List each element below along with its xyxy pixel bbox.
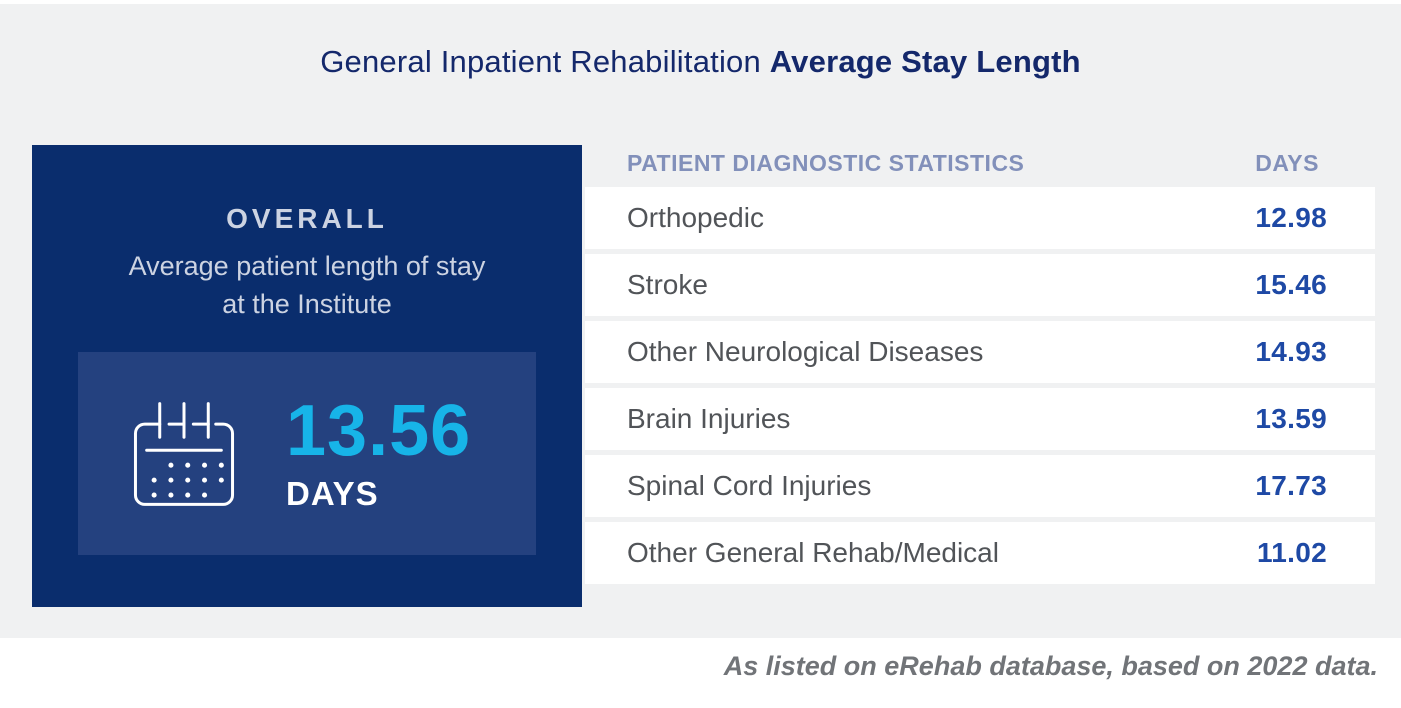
row-label: Spinal Cord Injuries — [627, 470, 872, 501]
diagnostic-table-rows: Orthopedic 12.98 Stroke 15.46 Other Neurolog… — [585, 187, 1375, 584]
overall-description: Average patient length of stay at the In… — [32, 247, 582, 324]
calendar-icon — [133, 401, 235, 506]
table-row: Brain Injuries 13.59 — [585, 388, 1375, 450]
metric: 13.56 DAYS — [286, 395, 471, 513]
header-diagnostic-statistics: PATIENT DIAGNOSTIC STATISTICS — [627, 150, 1025, 176]
source-footnote: As listed on eRehab database, based on 2… — [723, 651, 1378, 681]
row-days-value: 11.02 — [1256, 537, 1327, 568]
table-row: Orthopedic 12.98 — [585, 187, 1375, 249]
overall-days-value: 13.56 — [286, 390, 472, 471]
row-label: Stroke — [627, 269, 708, 300]
page-title-regular: General Inpatient Rehabilitation — [320, 44, 770, 79]
row-days-value: 12.98 — [1255, 202, 1327, 233]
table-header-row: PATIENT DIAGNOSTIC STATISTICS DAYS — [585, 140, 1375, 187]
overall-description-line2: at the Institute — [222, 289, 392, 320]
overall-days-unit: DAYS — [286, 474, 379, 512]
row-label: Brain Injuries — [627, 403, 791, 434]
row-days-value: 14.93 — [1255, 336, 1327, 367]
overall-stat-card: OVERALL Average patient length of stay a… — [32, 145, 582, 607]
table-row: Stroke 15.46 — [585, 254, 1375, 316]
row-label: Orthopedic — [627, 202, 764, 233]
header-days: DAYS — [1255, 150, 1319, 176]
row-label: Other Neurological Diseases — [627, 336, 984, 367]
row-days-value: 15.46 — [1255, 269, 1327, 300]
row-days-value: 13.59 — [1255, 403, 1327, 434]
metric-panel: 13.56 DAYS — [78, 352, 536, 555]
table-row: Spinal Cord Injuries 17.73 — [585, 455, 1375, 517]
row-label: Other General Rehab/Medical — [627, 537, 999, 568]
page-title: General Inpatient Rehabilitation Average… — [0, 44, 1401, 80]
table-row: Other General Rehab/Medical 11.02 — [585, 522, 1375, 584]
page-title-bold: Average Stay Length — [769, 44, 1081, 79]
row-days-value: 17.73 — [1255, 470, 1327, 501]
diagnostic-table: PATIENT DIAGNOSTIC STATISTICS DAYS Ortho… — [585, 140, 1375, 589]
overall-description-line1: Average patient length of stay — [128, 251, 486, 281]
table-row: Other Neurological Diseases 14.93 — [585, 321, 1375, 383]
overall-heading: OVERALL — [226, 203, 388, 234]
